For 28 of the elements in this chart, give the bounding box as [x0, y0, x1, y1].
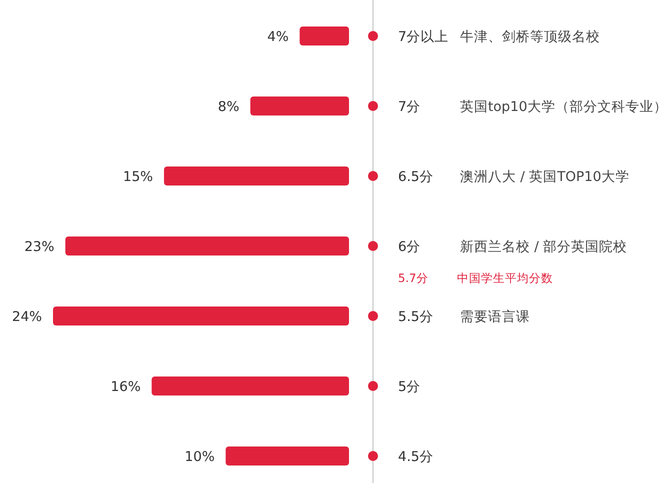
y-tick-label: 4.5分 — [398, 449, 434, 465]
y-tick-label: 6分 — [398, 239, 421, 255]
y-tick-label: 6.5分 — [398, 169, 434, 185]
text: 需要语言课 — [460, 309, 530, 325]
y-tick-label: 5分 — [398, 379, 421, 395]
bar — [226, 446, 349, 466]
data-label: 8% — [218, 99, 240, 115]
data-label: 10% — [184, 449, 215, 465]
bar — [65, 236, 349, 256]
data-label: 4% — [267, 29, 289, 45]
bar — [300, 26, 349, 46]
data-label: 16% — [110, 379, 141, 395]
text: 5.7分 — [398, 271, 428, 285]
y-tick-label: 7分以上 — [398, 29, 449, 45]
bar — [53, 306, 349, 326]
data-label: 23% — [24, 239, 54, 255]
y-tick-label: 7分 — [398, 99, 421, 115]
text: 澳洲八大 / 英国TOP10大学 — [460, 169, 630, 185]
text: 新西兰名校 / 部分英国院校 — [460, 239, 628, 255]
text: 牛津、剑桥等顶级名校 — [460, 29, 600, 45]
bar — [152, 376, 349, 396]
y-tick-label: 5.5分 — [398, 309, 434, 325]
text: 中国学生平均分数 — [457, 271, 553, 285]
bar — [250, 96, 349, 116]
bar — [164, 166, 349, 186]
data-label: 15% — [122, 169, 154, 185]
text: 英国top10大学（部分文科专业） — [460, 99, 668, 115]
data-label: 24% — [12, 309, 42, 325]
